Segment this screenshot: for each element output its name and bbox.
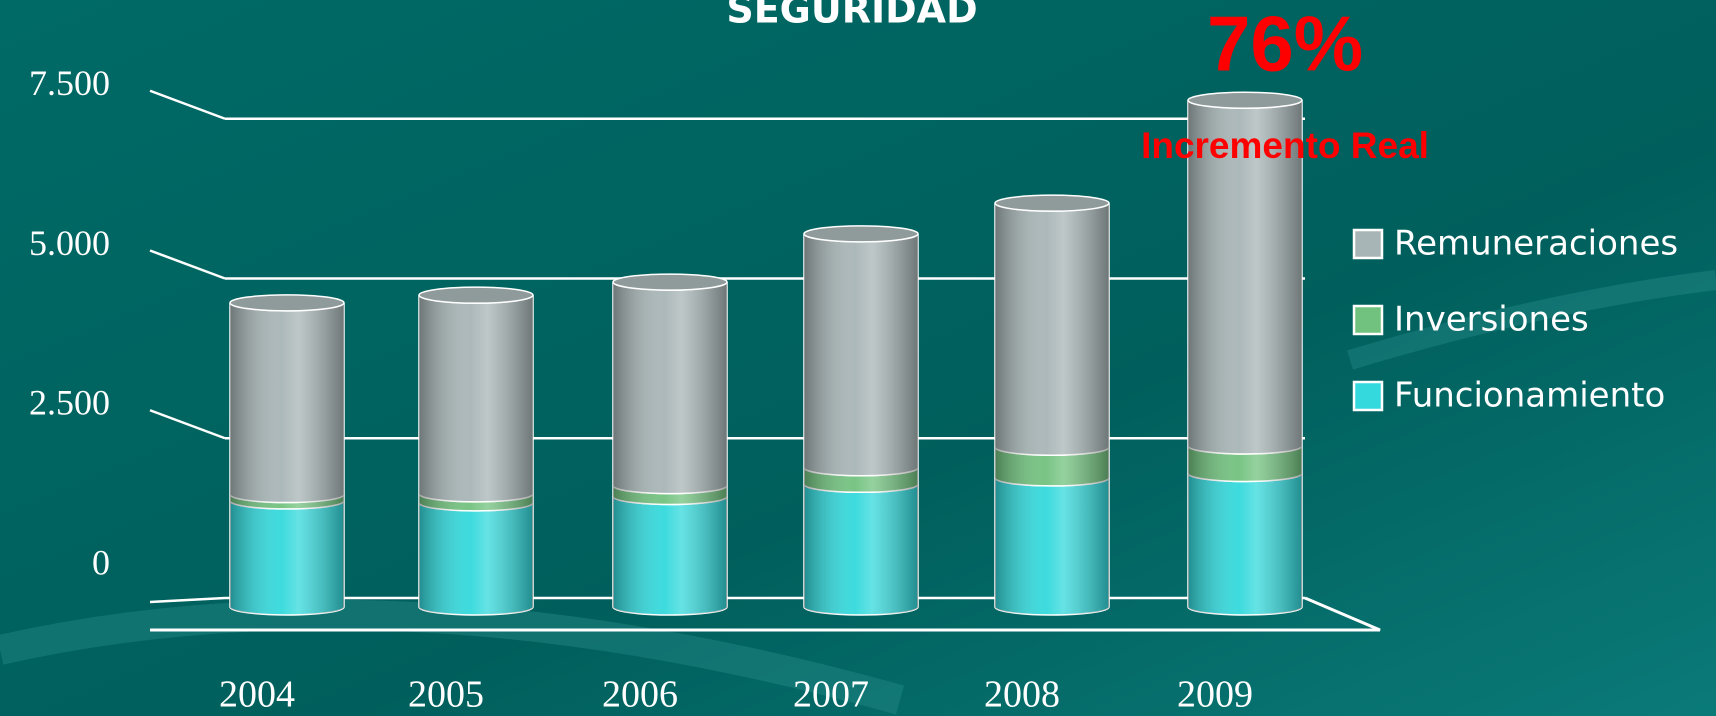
legend-label: Funcionamiento <box>1394 376 1665 416</box>
x-tick-label: 2006 <box>602 674 678 716</box>
bar-shine <box>995 203 1109 616</box>
y-tick-label: 5.000 <box>29 223 110 263</box>
bar-shine <box>804 233 918 615</box>
bar-cap <box>229 294 345 312</box>
x-tick-label: 2007 <box>793 674 869 716</box>
y-tick-label: 0 <box>92 542 110 582</box>
floor <box>150 596 1381 632</box>
bar-cap <box>612 273 728 291</box>
decor-swoosh <box>1347 270 1716 370</box>
bar-shine <box>230 302 344 615</box>
annotation: Incremento Real <box>1141 125 1429 166</box>
legend-label: Remuneraciones <box>1394 224 1678 264</box>
x-tick-label: 2008 <box>984 674 1060 716</box>
y-tick-label: 2.500 <box>29 383 110 423</box>
legend-label: Inversiones <box>1394 300 1589 340</box>
decor-swoosh <box>0 599 905 715</box>
grid-connector <box>149 249 226 280</box>
x-tick-label: 2009 <box>1177 674 1253 716</box>
bar-shine <box>613 282 727 615</box>
grid-connector <box>149 596 226 604</box>
grid-connector <box>149 89 226 120</box>
bar-shine <box>419 295 533 615</box>
x-tick-label: 2004 <box>219 674 295 716</box>
bar-shine <box>1188 100 1302 615</box>
chart-title: SEGURIDAD <box>726 0 977 32</box>
grid-connector <box>149 409 226 440</box>
annotation: 76% <box>1207 0 1363 88</box>
bar-cap <box>418 286 534 304</box>
legend-swatch <box>1352 380 1384 412</box>
bar-cap <box>1187 91 1303 110</box>
x-tick-label: 2005 <box>408 674 484 716</box>
legend-swatch <box>1352 228 1384 260</box>
y-tick-label: 7.500 <box>29 63 110 103</box>
bar-cap <box>803 225 919 243</box>
bar-cap <box>994 194 1110 212</box>
legend-swatch <box>1352 304 1384 336</box>
